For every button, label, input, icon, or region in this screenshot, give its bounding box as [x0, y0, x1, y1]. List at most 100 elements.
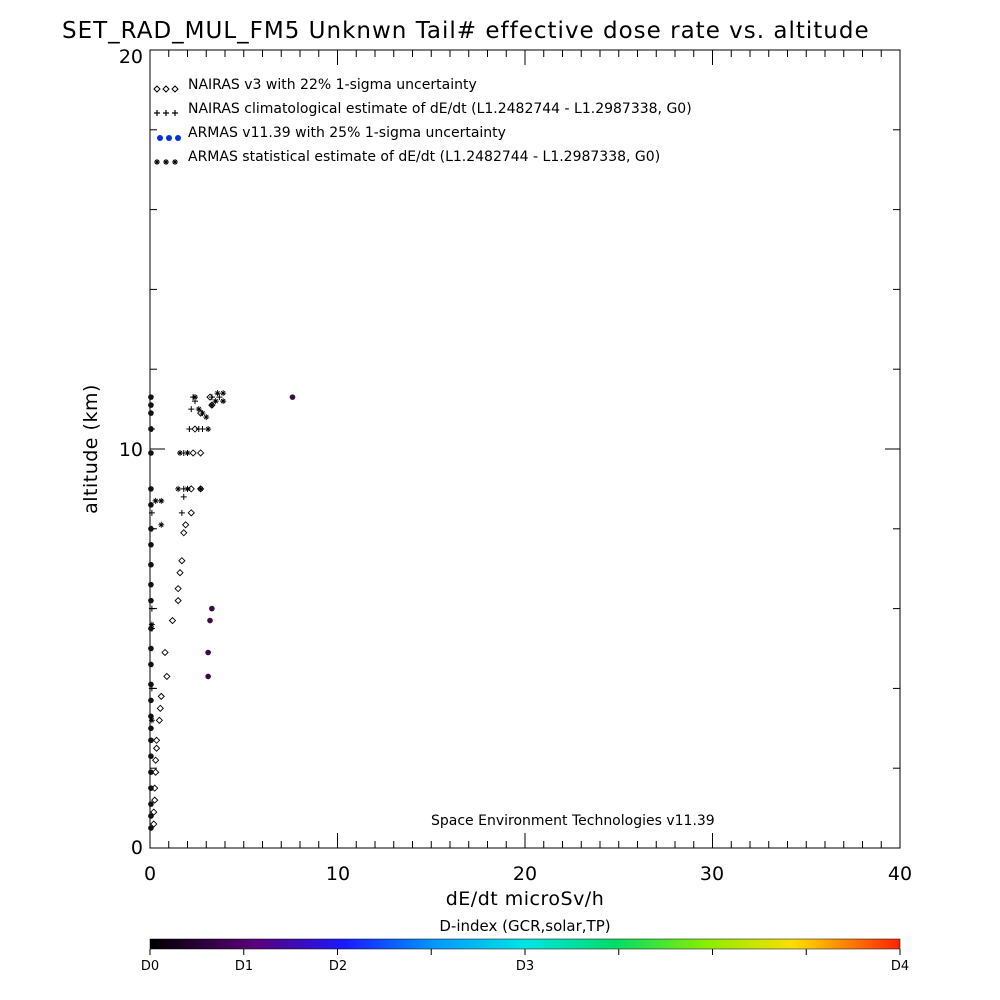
colorbar-labels: D0 D1 D2 D3 D4: [141, 959, 909, 974]
tick-labels: 0 10 20 30 40 0 10 20: [119, 46, 912, 885]
point-armas: [209, 605, 215, 612]
x-tick-label-30: 30: [700, 863, 724, 885]
point-armas-statistical: [220, 398, 227, 405]
x-tick-label-10: 10: [326, 863, 350, 885]
point-armas: [148, 769, 154, 775]
colorbar-label-d3: D3: [516, 959, 534, 974]
point-armas: [148, 645, 154, 652]
x-tick-label-0: 0: [144, 863, 156, 885]
point-nairas-v3: [174, 585, 182, 593]
point-armas-statistical: [184, 485, 191, 492]
point-armas: [148, 581, 154, 588]
point-armas-statistical: [212, 398, 219, 405]
point-armas: [148, 486, 154, 492]
y-axis-label: altitude (km): [80, 384, 102, 514]
point-nairas-climatological: [180, 493, 187, 500]
chart-title: SET_RAD_MUL_FM5 Unknwn Tail# effective d…: [62, 18, 870, 44]
point-armas: [148, 681, 154, 688]
point-armas: [148, 450, 154, 456]
axis-ticks: [149, 49, 901, 849]
point-nairas-v3: [151, 796, 159, 804]
point-armas: [148, 825, 154, 831]
point-armas: [207, 617, 213, 624]
legend-marker-plus: [154, 110, 178, 116]
point-nairas-climatological: [188, 406, 195, 413]
legend-entry-armas: ARMAS v11.39 with 25% 1-sigma uncertaint…: [157, 125, 506, 141]
point-armas-statistical: [158, 497, 165, 504]
colorbar-title: D-index (GCR,solar,TP): [439, 917, 610, 935]
point-armas: [205, 649, 211, 656]
legend-entry-armas-statistical: ARMAS statistical estimate of dE/dt (L1.…: [154, 149, 660, 165]
legend-marker-diamond: [153, 85, 179, 93]
point-nairas-v3: [187, 509, 195, 517]
colorbar-label-d1: D1: [235, 959, 253, 974]
point-armas-statistical: [177, 449, 183, 456]
point-nairas-v3: [152, 736, 161, 744]
point-nairas-v3: [152, 744, 161, 752]
point-nairas-v3: [189, 449, 197, 457]
point-armas-statistical: [195, 406, 202, 413]
data-marks: [148, 390, 296, 831]
point-armas: [148, 785, 154, 791]
x-tick-label-20: 20: [513, 863, 537, 885]
point-nairas-v3: [180, 529, 188, 537]
point-armas: [148, 801, 154, 807]
point-nairas-v3: [150, 808, 158, 816]
x-tick-label-40: 40: [888, 863, 912, 885]
legend-label-nairas-climatological: NAIRAS climatological estimate of dE/dt …: [188, 101, 692, 117]
point-armas-statistical: [203, 414, 210, 421]
credit-annotation: Space Environment Technologies v11.39: [431, 813, 715, 829]
point-nairas-climatological: [148, 605, 155, 612]
point-armas: [148, 541, 154, 548]
point-nairas-v3: [157, 692, 165, 701]
legend-marker-asterisk: [154, 159, 178, 165]
point-nairas-v3: [163, 672, 171, 681]
point-armas: [148, 526, 154, 532]
point-armas: [148, 725, 154, 732]
point-nairas-v3: [178, 557, 186, 565]
point-armas: [148, 402, 154, 408]
point-armas: [148, 625, 154, 632]
point-armas-statistical: [152, 497, 159, 504]
y-tick-label-20: 20: [119, 46, 143, 68]
colorbar-label-d0: D0: [141, 959, 159, 974]
point-armas-statistical: [214, 390, 221, 397]
colorbar-label-d4: D4: [891, 959, 909, 974]
point-nairas-v3: [156, 704, 164, 712]
colorbar-ticks: [149, 949, 901, 955]
point-nairas-climatological: [199, 426, 206, 433]
point-armas-statistical: [205, 426, 212, 433]
legend-label-armas: ARMAS v11.39 with 25% 1-sigma uncertaint…: [188, 125, 506, 141]
point-armas: [148, 713, 154, 720]
plot-frame: [149, 49, 901, 849]
point-armas-statistical: [148, 621, 155, 628]
point-nairas-climatological: [178, 509, 185, 516]
point-nairas-v3: [174, 596, 182, 605]
point-nairas-v3: [196, 449, 205, 457]
point-armas-statistical: [197, 485, 204, 492]
point-armas: [205, 673, 211, 680]
point-armas-statistical: [158, 521, 165, 528]
legend-label-armas-statistical: ARMAS statistical estimate of dE/dt (L1.…: [188, 149, 660, 165]
point-nairas-v3: [176, 569, 184, 577]
point-armas: [148, 597, 154, 604]
point-armas-statistical: [208, 402, 215, 409]
point-nairas-v3: [150, 820, 158, 828]
point-nairas-climatological: [186, 426, 193, 433]
legend-label-nairas-v3: NAIRAS v3 with 22% 1-sigma uncertainty: [188, 77, 477, 93]
point-armas: [148, 394, 154, 400]
point-armas: [148, 561, 154, 568]
point-nairas-v3: [151, 756, 160, 764]
point-armas-statistical: [184, 449, 191, 456]
legend: NAIRAS v3 with 22% 1-sigma uncertainty N…: [153, 77, 692, 165]
point-nairas-v3: [187, 485, 195, 493]
point-nairas-v3: [168, 616, 177, 625]
legend-marker-dot: [157, 135, 181, 141]
point-armas-statistical: [192, 394, 198, 401]
point-nairas-v3: [181, 521, 190, 529]
point-armas: [148, 426, 154, 432]
point-armas: [148, 753, 154, 760]
colorbar-label-d2: D2: [329, 959, 347, 974]
point-armas: [148, 813, 154, 819]
